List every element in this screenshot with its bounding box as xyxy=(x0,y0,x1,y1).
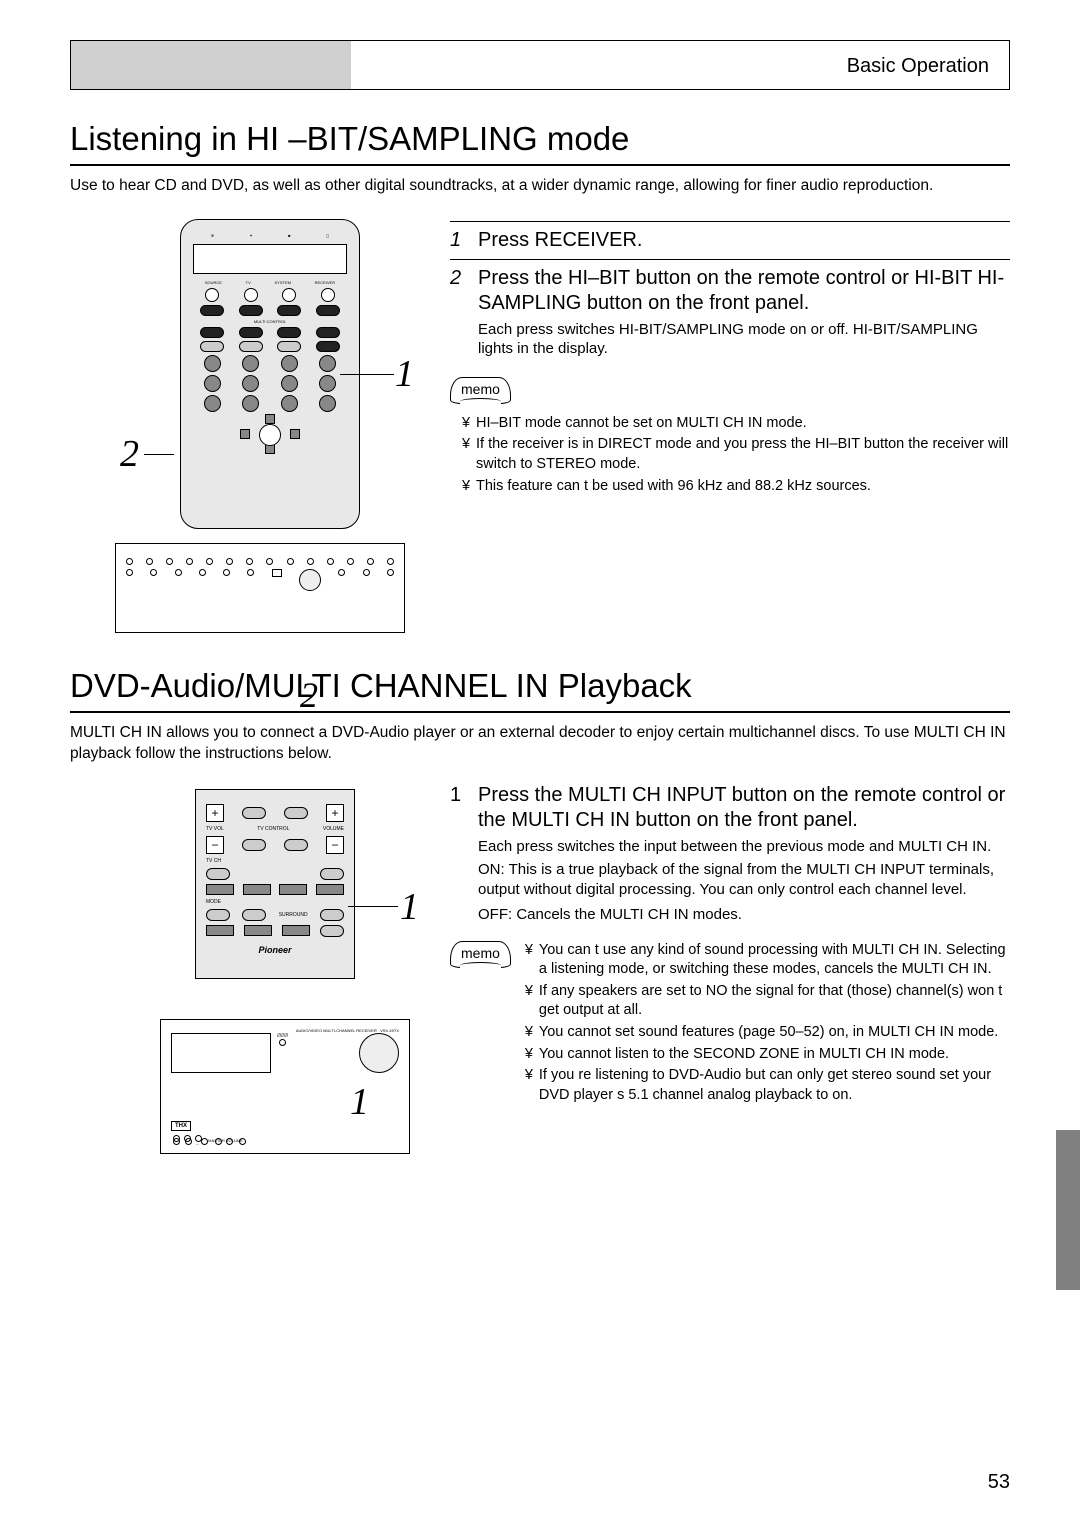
memo-item: This feature can t be used with 96 kHz a… xyxy=(462,477,1010,497)
page-number: 53 xyxy=(988,1471,1010,1494)
lbl: TV CONTROL xyxy=(257,826,289,832)
memo-item: If you re listening to DVD-Audio but can… xyxy=(525,1066,1010,1105)
section1-intro: Use to hear CD and DVD, as well as other… xyxy=(70,176,1010,197)
leader-line xyxy=(144,454,174,455)
lbl: MULTI CONTROL xyxy=(193,319,347,324)
lbl: SURROUND xyxy=(279,912,308,918)
front-panel-lower: AUDIO/VIDEO MULTI-CHANNEL RECEIVER VSX-4… xyxy=(160,1019,410,1154)
remote-control-upper: ⊕✦■◻ SOURCETVSYSTEMRECEIVER MULTI CONTRO… xyxy=(180,219,360,529)
memo-list: You can t use any kind of sound processi… xyxy=(525,941,1010,1108)
lbl: VOLUME xyxy=(323,826,344,832)
step-text: Press RECEIVER. xyxy=(478,228,642,253)
step-detail: ON: This is a true playback of the signa… xyxy=(478,860,1010,899)
step-number: 1 xyxy=(450,783,468,833)
lbl: MODE xyxy=(206,899,221,905)
lbl: RECEIVER xyxy=(315,280,335,285)
lbl: TV VOL xyxy=(206,826,224,832)
lbl: TV CH xyxy=(206,858,221,864)
callout-number: 2 xyxy=(120,432,139,476)
memo-badge: memo xyxy=(450,377,511,404)
header-box: Basic Operation xyxy=(70,40,1010,90)
memo-item: If the receiver is in DIRECT mode and yo… xyxy=(462,435,1010,474)
front-panel-upper xyxy=(115,543,405,633)
memo-item: HI–BIT mode cannot be set on MULTI CH IN… xyxy=(462,414,1010,434)
thx-badge: THX xyxy=(171,1121,191,1131)
section1-title: Listening in HI –BIT/SAMPLING mode xyxy=(70,120,1010,166)
callout-number: 1 xyxy=(400,885,419,929)
step-number: 1 xyxy=(450,228,468,253)
step-number: 2 xyxy=(450,266,468,316)
memo-item: You cannot set sound features (page 50–5… xyxy=(525,1023,1010,1043)
remote-control-lower: ++ TV VOLTV CONTROLVOLUME −− TV CH MODE … xyxy=(195,789,355,979)
step-detail: Each press switches the input between th… xyxy=(478,837,1010,857)
step-text: Press the MULTI CH INPUT button on the r… xyxy=(478,783,1010,833)
callout-number: 2 xyxy=(300,674,318,716)
callout-number: 1 xyxy=(350,1080,369,1124)
brand-label: Pioneer xyxy=(206,945,344,955)
memo-item: If any speakers are set to NO the signal… xyxy=(525,982,1010,1021)
lbl: SYSTEM xyxy=(275,280,291,285)
lbl: AUDIO/VIDEO MULTI-CHANNEL RECEIVER xyxy=(296,1028,377,1033)
memo-item: You cannot listen to the SECOND ZONE in … xyxy=(525,1045,1010,1065)
leader-line xyxy=(340,374,394,375)
step-detail: Each press switches HI-BIT/SAMPLING mode… xyxy=(478,320,1010,359)
lbl: SOURCE xyxy=(205,280,222,285)
header-category: Basic Operation xyxy=(351,41,1009,89)
step-detail: OFF: Cancels the MULTI CH IN modes. xyxy=(478,905,1010,925)
lbl: VSX-49TX xyxy=(380,1028,399,1033)
memo-list: HI–BIT mode cannot be set on MULTI CH IN… xyxy=(462,414,1010,496)
side-tab xyxy=(1056,1130,1080,1290)
leader-line xyxy=(348,906,398,907)
memo-badge: memo xyxy=(450,941,511,968)
memo-item: You can t use any kind of sound processi… xyxy=(525,941,1010,980)
section1-illustrations: ⊕✦■◻ SOURCETVSYSTEMRECEIVER MULTI CONTRO… xyxy=(70,215,420,633)
header-accent xyxy=(71,41,351,89)
section2-intro: MULTI CH IN allows you to connect a DVD-… xyxy=(70,723,1010,765)
section2-title: DVD-Audio/MULTI CHANNEL IN Playback xyxy=(70,667,1010,713)
step-text: Press the HI–BIT button on the remote co… xyxy=(478,266,1010,316)
lbl: TV xyxy=(246,280,251,285)
callout-number: 1 xyxy=(395,352,414,396)
